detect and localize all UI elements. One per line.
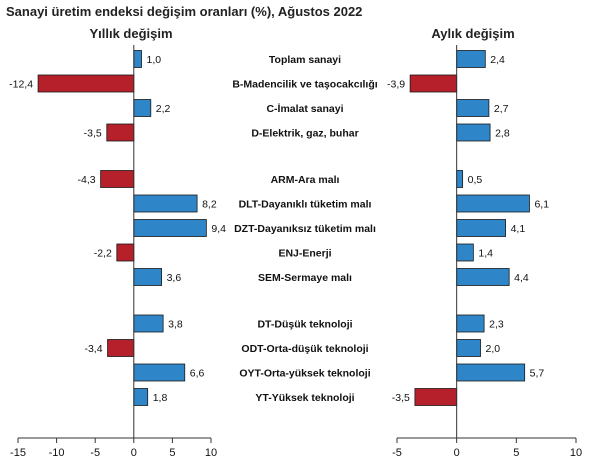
panel-annual: 1,0 -12,4 2,2 -3,5 -4,3 8,2 9,4 -2,2 3,6 3,8 -3,4 6…	[9, 45, 226, 459]
data-label-annual-11: 6,6	[190, 368, 205, 380]
data-label-annual-6: 9,4	[211, 223, 226, 235]
data-label-monthly-2: 2,7	[494, 103, 509, 115]
data-label-annual-4: -4,3	[78, 174, 96, 186]
bar-annual-8	[133, 268, 162, 286]
bar-monthly-2	[456, 99, 490, 117]
bar-monthly-6	[456, 219, 506, 237]
x-tick-label: -5	[392, 447, 402, 459]
category-label-12: YT-Yüksek teknoloji	[255, 392, 354, 404]
data-label-annual-3: -3,5	[84, 128, 102, 140]
x-tick-label: -10	[49, 447, 65, 459]
category-label-6: DZT-Dayanıksız tüketim malı	[234, 223, 376, 235]
bar-annual-12	[133, 388, 149, 406]
bar-annual-2	[133, 99, 152, 117]
bar-monthly-12	[414, 388, 458, 406]
category-label-11: OYT-Orta-yüksek teknoloji	[239, 368, 370, 380]
bar-monthly-11	[456, 363, 526, 382]
panel-monthly: 2,4 -3,9 2,7 2,8 0,5 6,1 4,1 1,4 4,4 2,3 2,0 5,7 -3,…	[387, 45, 582, 459]
data-label-monthly-10: 2,0	[486, 343, 501, 355]
bar-annual-7	[116, 243, 135, 262]
x-tick-label: 0	[454, 447, 460, 459]
bar-annual-11	[133, 363, 186, 382]
bar-annual-10	[107, 339, 135, 357]
category-label-1: B-Madencilik ve taşocakcılığı	[232, 79, 377, 91]
bar-monthly-5	[456, 194, 530, 213]
category-label-10: ODT-Orta-düşük teknoloji	[241, 343, 368, 355]
data-label-monthly-12: -3,5	[392, 392, 410, 404]
bar-monthly-0	[456, 50, 486, 68]
data-label-monthly-9: 2,3	[489, 319, 504, 331]
bar-annual-4	[100, 170, 135, 188]
x-tick-label: 5	[169, 447, 175, 459]
data-label-annual-5: 8,2	[202, 199, 217, 211]
category-label-5: DLT-Dayanıklı tüketim malı	[239, 199, 372, 211]
bar-annual-9	[133, 314, 164, 333]
bar-monthly-4	[456, 170, 464, 188]
x-tick-label: -5	[90, 447, 100, 459]
category-labels: Toplam sanayi B-Madencilik ve taşocakcılı…	[232, 54, 377, 404]
bar-monthly-3	[456, 123, 491, 142]
category-label-2: C-İmalat sanayi	[266, 102, 343, 115]
bar-annual-1	[37, 74, 135, 93]
category-label-7: ENJ-Enerji	[278, 248, 331, 260]
bar-monthly-10	[456, 339, 481, 357]
x-tick-label: -15	[10, 447, 26, 459]
panel-title-monthly: Aylık değişim	[431, 26, 514, 41]
x-tick-label: 0	[131, 447, 137, 459]
category-label-8: SEM-Sermaye malı	[258, 272, 352, 284]
category-label-4: ARM-Ara malı	[271, 174, 340, 186]
data-label-monthly-5: 6,1	[534, 199, 549, 211]
bar-monthly-1	[409, 74, 458, 93]
chart-title: Sanayi üretim endeksi değişim oranları (…	[6, 4, 362, 19]
data-label-monthly-7: 1,4	[478, 248, 493, 260]
category-label-3: D-Elektrik, gaz, buhar	[251, 128, 358, 140]
data-label-annual-1: -12,4	[9, 79, 33, 91]
data-label-monthly-6: 4,1	[511, 223, 526, 235]
data-label-annual-9: 3,8	[168, 319, 183, 331]
x-tick-label: 5	[513, 447, 519, 459]
bar-monthly-9	[456, 314, 485, 333]
panel-title-annual: Yıllık değişim	[89, 26, 172, 41]
bar-annual-0	[133, 50, 142, 68]
data-label-monthly-0: 2,4	[490, 54, 505, 66]
data-label-annual-12: 1,8	[153, 392, 168, 404]
bar-monthly-7	[456, 243, 474, 262]
data-label-annual-8: 3,6	[167, 272, 182, 284]
bar-monthly-8	[456, 268, 510, 286]
data-label-annual-2: 2,2	[156, 103, 171, 115]
bar-annual-5	[133, 194, 198, 213]
x-tick-label: 10	[570, 447, 582, 459]
category-label-0: Toplam sanayi	[269, 54, 341, 66]
category-label-9: DT-Düşük teknoloji	[257, 319, 352, 331]
data-label-annual-7: -2,2	[94, 248, 112, 260]
data-label-monthly-8: 4,4	[514, 272, 529, 284]
bar-annual-6	[133, 219, 207, 237]
data-label-monthly-4: 0,5	[468, 174, 483, 186]
data-label-monthly-1: -3,9	[387, 79, 405, 91]
data-label-annual-10: -3,4	[84, 343, 102, 355]
x-tick-label: 10	[205, 447, 217, 459]
data-label-monthly-11: 5,7	[530, 368, 545, 380]
data-label-annual-0: 1,0	[147, 54, 162, 66]
data-label-monthly-3: 2,8	[495, 128, 510, 140]
bar-annual-3	[106, 123, 135, 142]
